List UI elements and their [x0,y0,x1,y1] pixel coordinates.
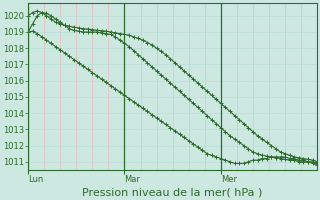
X-axis label: Pression niveau de la mer( hPa ): Pression niveau de la mer( hPa ) [83,187,263,197]
